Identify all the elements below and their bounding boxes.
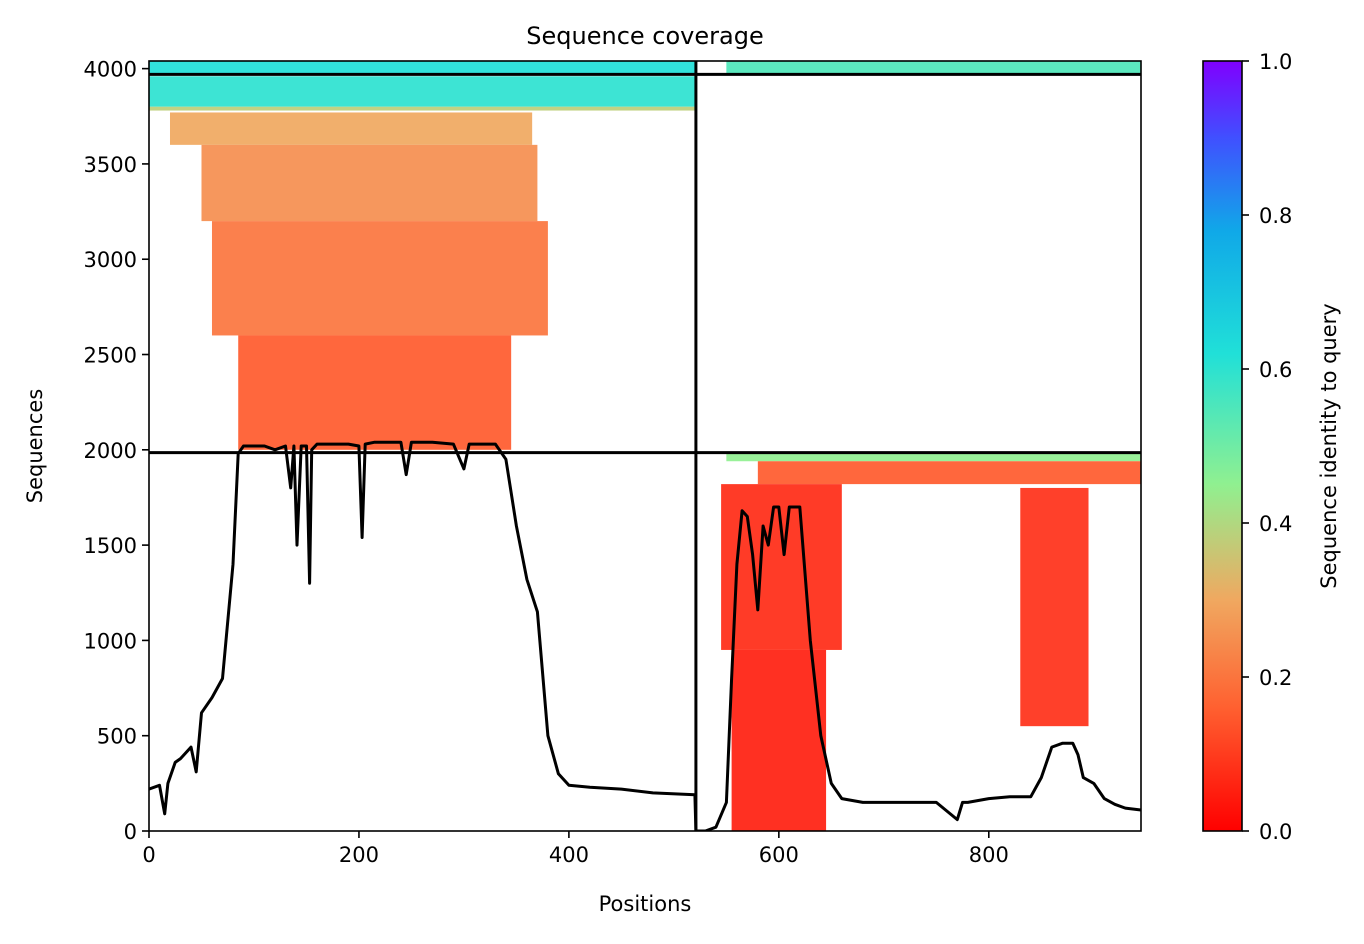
coverage-line-layer	[149, 440, 1141, 831]
colorbar-ticks: 0.0 0.2 0.4 0.6 0.8 1.0	[1242, 50, 1292, 844]
colorbar-label: Sequence identity to query	[1317, 303, 1341, 588]
colorbar-tick-label: 0.6	[1259, 358, 1292, 382]
x-axis-ticks: 0 200 400 600 800	[142, 831, 1009, 867]
heatmap-band-0-4	[201, 144, 538, 222]
plot-frame	[148, 60, 1142, 832]
y-tick-label: 2500	[84, 344, 137, 368]
x-axis-label: Positions	[599, 892, 692, 916]
y-axis-label: Sequences	[23, 389, 47, 504]
colorbar-tick-label: 0.4	[1259, 512, 1292, 536]
heatmap-layer	[149, 61, 1141, 831]
chart-title: Sequence coverage	[526, 22, 763, 50]
heatmap-band-0-1	[149, 76, 696, 107]
colorbar-tick-label: 0.8	[1259, 204, 1292, 228]
y-tick-label: 4000	[84, 58, 137, 82]
y-tick-label: 3000	[84, 248, 137, 272]
colorbar	[1202, 60, 1243, 832]
heatmap-band-0-2	[149, 106, 696, 111]
y-tick-label: 1000	[84, 629, 137, 653]
heatmap-band-0-6	[238, 335, 512, 450]
heatmap-band-1-0	[726, 61, 1141, 75]
colorbar-tick-label: 0.0	[1259, 820, 1292, 844]
heatmap-band-0-0	[149, 61, 696, 75]
heatmap-band-0-5	[211, 221, 548, 336]
y-tick-label: 500	[97, 725, 137, 749]
heatmap-band-0-3	[169, 112, 533, 145]
y-tick-label: 3500	[84, 153, 137, 177]
heatmap-band-1-5	[1020, 487, 1089, 727]
y-tick-label: 2000	[84, 439, 137, 463]
x-tick-label: 600	[759, 843, 799, 867]
y-axis-ticks: 0 500 1000 1500 2000 2500 3000 3500 4000	[84, 58, 149, 844]
y-tick-label: 0	[124, 820, 137, 844]
colorbar-tick-label: 0.2	[1259, 666, 1292, 690]
heatmap-band-1-2	[757, 461, 1141, 485]
x-tick-label: 200	[339, 843, 379, 867]
divider-lines	[149, 61, 1141, 831]
x-tick-label: 400	[549, 843, 589, 867]
coverage-line	[149, 440, 1141, 831]
colorbar-tick-label: 1.0	[1259, 50, 1292, 74]
heatmap-band-1-3	[721, 484, 842, 650]
y-tick-label: 1500	[84, 534, 137, 558]
x-tick-label: 0	[142, 843, 155, 867]
heatmap-band-1-1	[726, 452, 1141, 462]
heatmap-band-1-4	[731, 649, 827, 831]
x-tick-label: 800	[969, 843, 1009, 867]
